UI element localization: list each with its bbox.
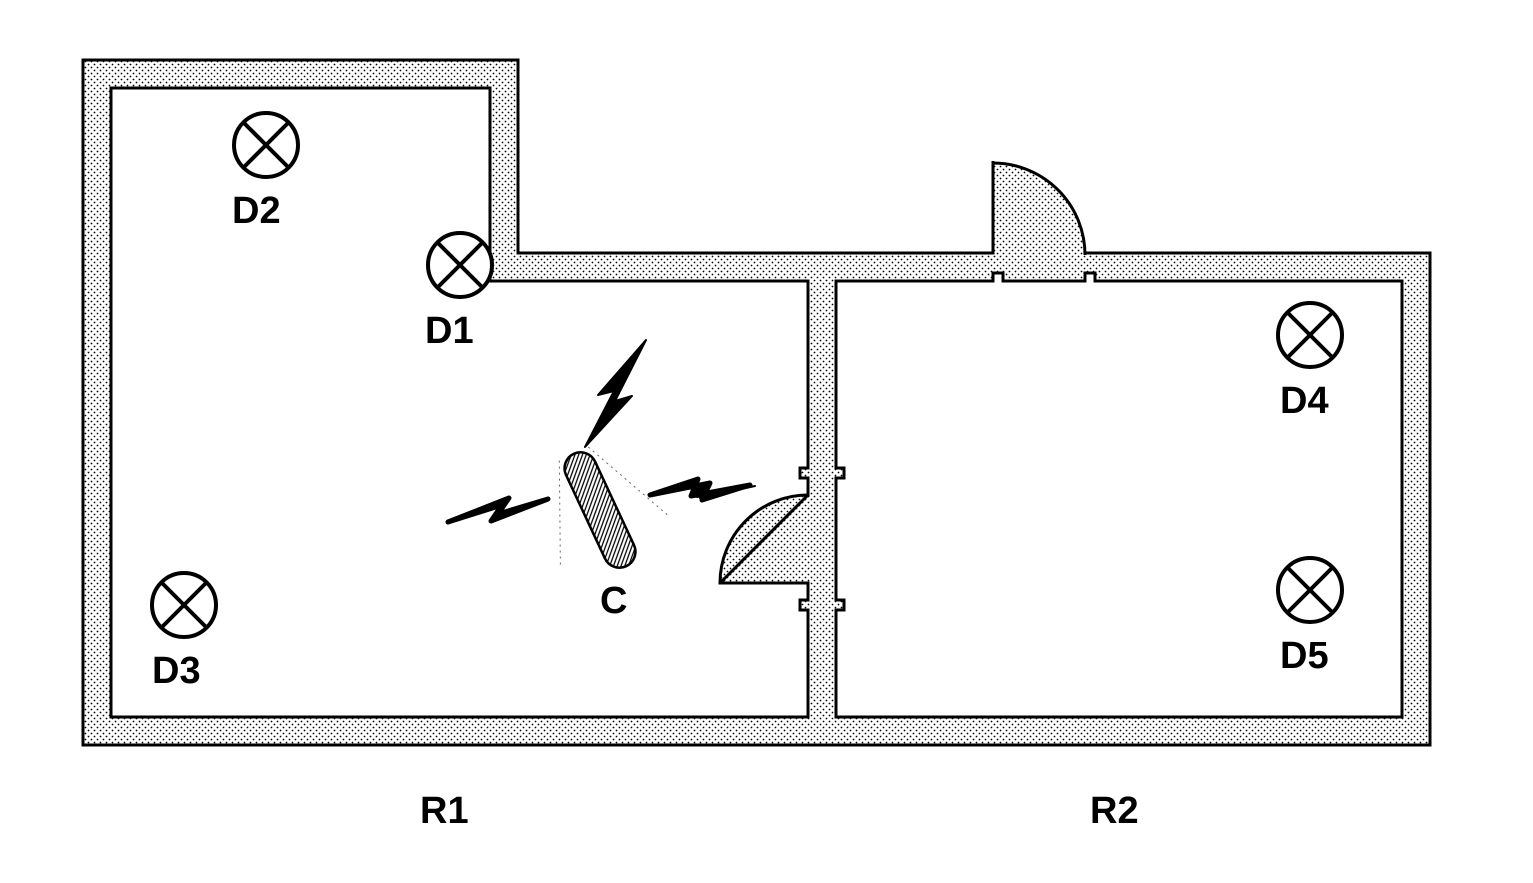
device-D2 <box>234 113 298 177</box>
device-D5 <box>1278 558 1342 622</box>
controller-C <box>519 428 680 591</box>
label-D4: D4 <box>1280 380 1329 423</box>
signal-icon <box>650 479 755 500</box>
floorplan-diagram: D1 D2 D3 D4 D5 C R1 R2 <box>0 0 1533 883</box>
signal-icon <box>585 340 646 447</box>
device-D4 <box>1278 303 1342 367</box>
label-R2: R2 <box>1090 790 1139 833</box>
signal-icon <box>448 498 548 522</box>
device-D3 <box>152 573 216 637</box>
label-C: C <box>600 580 627 623</box>
label-D5: D5 <box>1280 635 1329 678</box>
label-D3: D3 <box>152 650 201 693</box>
label-R1: R1 <box>420 790 469 833</box>
device-D1 <box>428 233 492 297</box>
label-D2: D2 <box>232 190 281 233</box>
label-D1: D1 <box>425 310 474 353</box>
